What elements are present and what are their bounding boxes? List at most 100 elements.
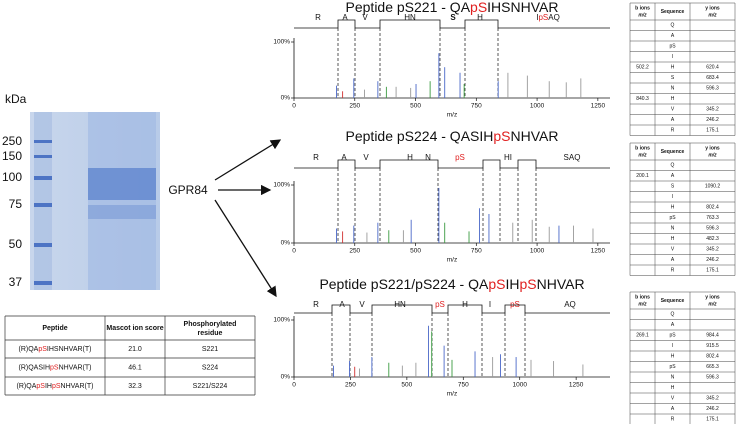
y-ion: 175.1 bbox=[706, 268, 719, 274]
y-tick-label: 0% bbox=[281, 240, 291, 247]
text-part: H bbox=[407, 153, 413, 162]
text-part: NHVAR(T) bbox=[61, 383, 94, 390]
ion-label: SAQ bbox=[564, 153, 581, 162]
x-tick-label: 250 bbox=[349, 103, 360, 110]
y-ion: 596.3 bbox=[706, 375, 719, 381]
residue: I bbox=[672, 194, 673, 200]
text-part: R bbox=[313, 300, 319, 309]
ion-label: R bbox=[313, 300, 319, 309]
text-part: pS bbox=[470, 0, 487, 15]
text-part: IHSNHVAR(T) bbox=[47, 346, 92, 353]
marker-label: 37 bbox=[9, 275, 23, 289]
y-ion: 802.4 bbox=[706, 205, 719, 211]
y-ion: 984.4 bbox=[706, 333, 719, 339]
text-part: R bbox=[313, 153, 319, 162]
y-ion: 596.3 bbox=[706, 226, 719, 232]
y-tick-label: 100% bbox=[273, 182, 290, 189]
residue: H bbox=[671, 385, 675, 391]
ion-table-header: b ions bbox=[635, 294, 650, 300]
residue: Q bbox=[671, 163, 675, 169]
text-part: pS bbox=[36, 383, 45, 390]
x-tick-label: 750 bbox=[471, 248, 482, 255]
residue: H bbox=[671, 96, 675, 102]
y-ion: 345.2 bbox=[706, 107, 719, 113]
ion-label: HI bbox=[504, 153, 512, 162]
residue: pS bbox=[669, 44, 676, 50]
y-ion: 620.4 bbox=[706, 65, 719, 71]
unit-label: kDa bbox=[5, 92, 27, 106]
residue: R bbox=[671, 128, 675, 134]
x-tick-label: 500 bbox=[410, 103, 421, 110]
text-part: pS bbox=[455, 153, 465, 162]
y-ion: 175.1 bbox=[706, 417, 719, 423]
text-part: SAQ bbox=[564, 153, 581, 162]
y-ion: 683.4 bbox=[706, 75, 719, 81]
text-part: AQ bbox=[564, 300, 576, 309]
text-part: pS bbox=[50, 364, 59, 371]
text-part: pS bbox=[52, 383, 61, 390]
marker-label: 250 bbox=[2, 134, 22, 148]
residue: H bbox=[671, 354, 675, 360]
x-tick-label: 0 bbox=[292, 103, 296, 110]
text-part: HI bbox=[504, 153, 512, 162]
residue: Q bbox=[671, 23, 675, 29]
ion-table-header: y ions bbox=[705, 145, 720, 151]
text-part: HN bbox=[404, 13, 416, 22]
text-part: S bbox=[450, 13, 456, 22]
b-ion: 269.1 bbox=[636, 333, 649, 339]
score: 46.1 bbox=[128, 364, 142, 371]
residue: N bbox=[671, 375, 675, 381]
residue: pS bbox=[669, 364, 676, 370]
ion-label: V bbox=[362, 13, 368, 22]
text-part: NHVAR bbox=[537, 276, 585, 292]
x-tick-label: 1000 bbox=[530, 103, 545, 110]
spectrum-title: Peptide pS224 - QASIHpSNHVAR bbox=[346, 128, 559, 144]
residue: N bbox=[671, 86, 675, 92]
residue: R bbox=[671, 268, 675, 274]
text-part: pS bbox=[519, 276, 536, 292]
residue: N bbox=[671, 226, 675, 232]
ion-table-header: m/z bbox=[638, 12, 647, 18]
peptide: (R)QASIHpSNHVAR(T) bbox=[19, 364, 92, 371]
x-axis-label: m/z bbox=[447, 112, 457, 119]
residue: R bbox=[671, 417, 675, 423]
y-ion: 246.2 bbox=[706, 406, 719, 412]
ion-label: AQ bbox=[564, 300, 576, 309]
ion-table-header: Sequence bbox=[661, 298, 685, 304]
y-tick-label: 0% bbox=[281, 95, 291, 102]
residue: A bbox=[671, 117, 675, 123]
residue: S221 bbox=[202, 346, 218, 353]
x-axis-label: m/z bbox=[447, 391, 457, 398]
x-tick-label: 1250 bbox=[591, 103, 606, 110]
residue: H bbox=[671, 236, 675, 242]
ion-table-header: m/z bbox=[708, 12, 717, 18]
text-part: pS bbox=[493, 128, 510, 144]
text-part: Peptide pS221/pS224 - QA bbox=[319, 276, 489, 292]
ion-label: H bbox=[407, 153, 413, 162]
text-part: Phosphorylated bbox=[184, 321, 237, 328]
ion-label: HN bbox=[404, 13, 416, 22]
text-part: R bbox=[315, 13, 321, 22]
marker-label: 150 bbox=[2, 149, 22, 163]
x-tick-label: 0 bbox=[292, 382, 296, 389]
x-tick-label: 1250 bbox=[591, 248, 606, 255]
b-ion: 840.3 bbox=[636, 96, 649, 102]
text-part: Peptide pS221 - QA bbox=[346, 0, 471, 15]
residue: A bbox=[671, 322, 675, 328]
residue: Q bbox=[671, 312, 675, 318]
ion-label: R bbox=[313, 153, 319, 162]
ion-label: N bbox=[425, 153, 431, 162]
y-tick-label: 100% bbox=[273, 39, 290, 46]
x-tick-label: 500 bbox=[401, 382, 412, 389]
text-part: N bbox=[425, 153, 431, 162]
text-part: H bbox=[477, 13, 483, 22]
y-ion: 482.3 bbox=[706, 236, 719, 242]
ion-label: pS bbox=[435, 300, 445, 309]
text-part: (R)QASIH bbox=[19, 364, 51, 371]
residue: V bbox=[671, 247, 675, 253]
arrows bbox=[214, 139, 282, 298]
ion-table-header: y ions bbox=[705, 5, 720, 11]
text-part: residue bbox=[198, 330, 223, 337]
ion-ladder bbox=[294, 304, 610, 314]
text-part: (R)QA bbox=[19, 346, 39, 353]
